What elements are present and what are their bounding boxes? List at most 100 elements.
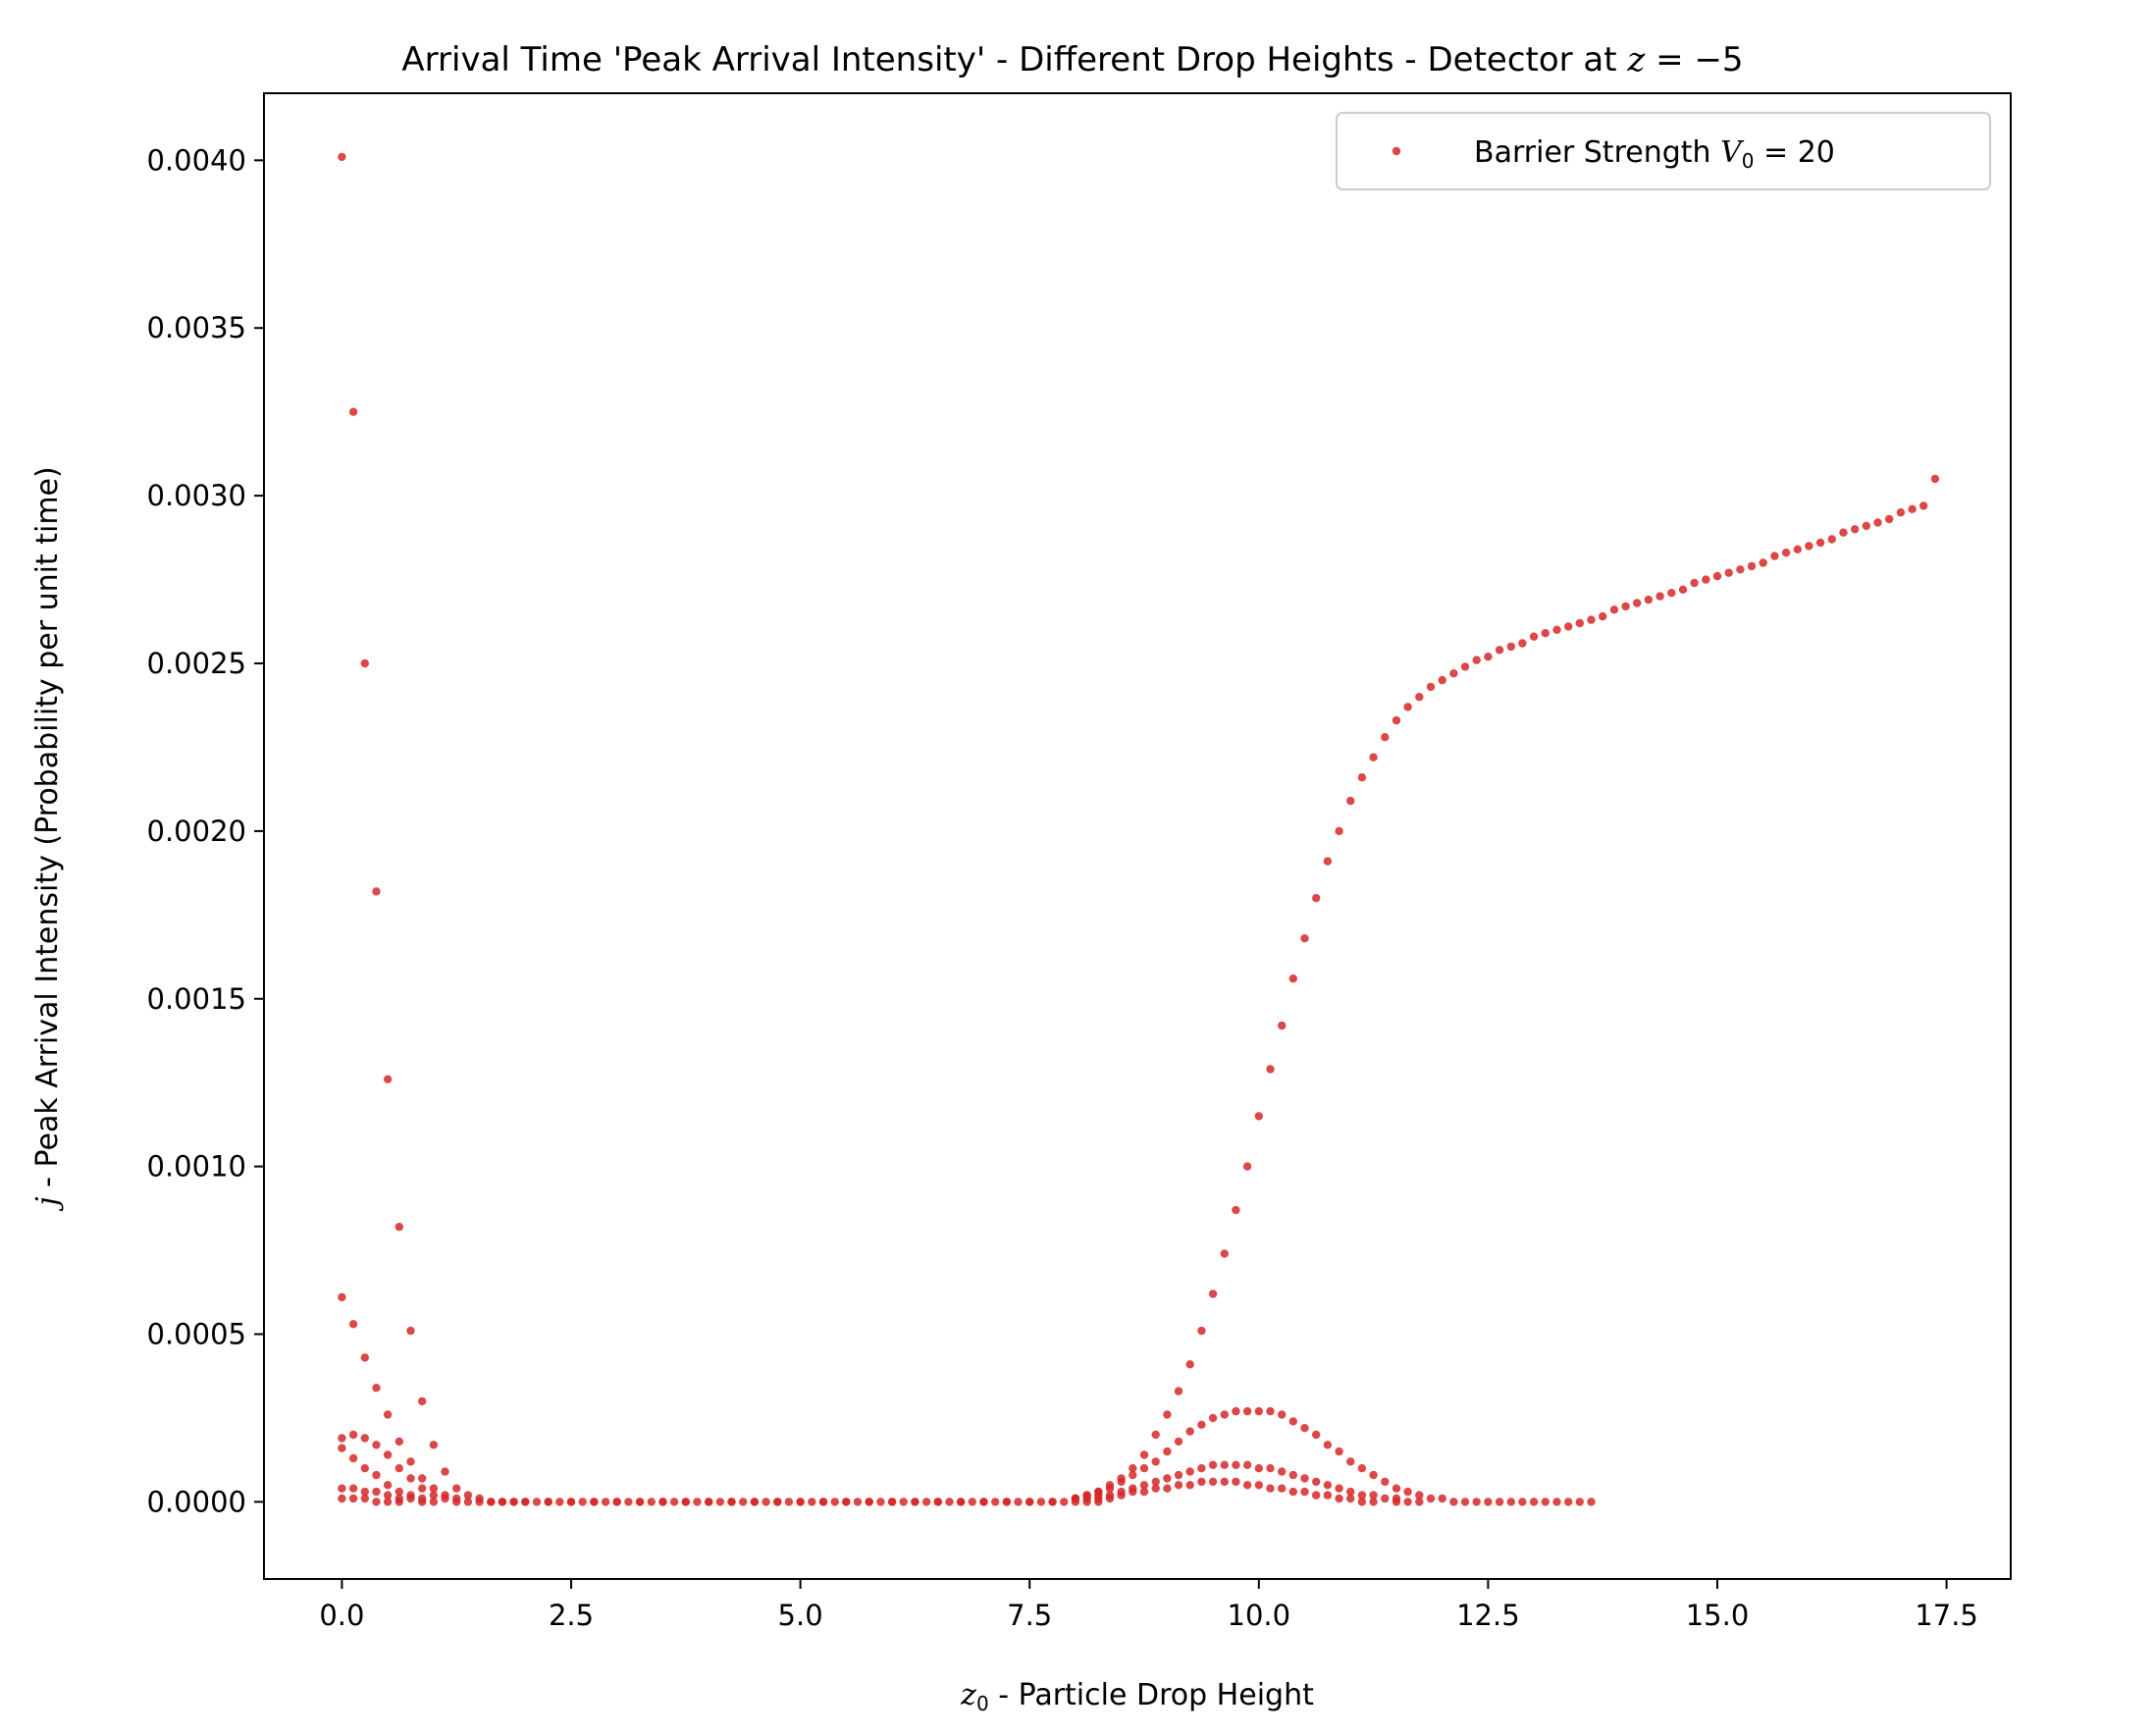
data-point bbox=[1633, 599, 1642, 607]
data-point bbox=[1278, 1021, 1287, 1030]
data-point bbox=[383, 1075, 393, 1084]
data-point bbox=[1460, 1498, 1470, 1506]
data-point bbox=[383, 1481, 393, 1490]
data-point bbox=[1266, 1406, 1275, 1416]
data-point bbox=[1278, 1467, 1287, 1476]
data-point bbox=[1335, 1484, 1343, 1493]
data-point bbox=[1163, 1447, 1172, 1456]
data-point bbox=[1288, 1470, 1298, 1480]
data-point bbox=[1266, 1484, 1275, 1493]
y-tick-label: 0.0025 bbox=[147, 647, 246, 680]
data-point bbox=[1575, 618, 1585, 628]
data-point bbox=[1266, 1464, 1275, 1473]
data-point bbox=[372, 1441, 381, 1449]
data-point bbox=[899, 1498, 908, 1506]
data-point bbox=[338, 1444, 346, 1452]
data-point bbox=[1403, 1498, 1412, 1506]
data-point bbox=[1105, 1484, 1115, 1493]
data-point bbox=[1174, 1481, 1183, 1490]
data-point bbox=[1242, 1460, 1252, 1470]
data-point bbox=[1472, 1498, 1481, 1506]
x-tick-label: 0.0 bbox=[319, 1599, 364, 1632]
data-point bbox=[521, 1498, 530, 1506]
data-point bbox=[1747, 561, 1757, 571]
data-point bbox=[830, 1498, 839, 1506]
data-point bbox=[1529, 632, 1539, 641]
y-tick-label: 0.0040 bbox=[147, 143, 246, 177]
x-axis-ticks: 0.0 2.5 5.0 7.5 10.0 12.5 15.0 17.5 bbox=[319, 1579, 1978, 1632]
data-point bbox=[1139, 1464, 1149, 1473]
data-point bbox=[1759, 558, 1767, 567]
data-point bbox=[705, 1498, 713, 1506]
data-points-layer bbox=[338, 152, 1940, 1506]
data-point bbox=[1621, 602, 1630, 611]
data-point bbox=[360, 1353, 369, 1362]
data-point bbox=[360, 658, 369, 668]
data-point bbox=[1369, 1470, 1378, 1480]
data-point bbox=[1242, 1406, 1252, 1416]
data-point bbox=[348, 1453, 358, 1463]
x-axis-label: z0 - Particle Drop Height bbox=[960, 1678, 1314, 1715]
data-point bbox=[1426, 1494, 1436, 1503]
data-point bbox=[1036, 1498, 1046, 1506]
data-point bbox=[762, 1498, 770, 1506]
data-point bbox=[338, 1292, 346, 1302]
x-axis-label-sub: 0 bbox=[976, 1692, 989, 1715]
data-point bbox=[1885, 514, 1894, 524]
data-point bbox=[1346, 1487, 1355, 1497]
data-point bbox=[1254, 1481, 1264, 1490]
data-point bbox=[796, 1498, 805, 1506]
data-point bbox=[1185, 1467, 1194, 1476]
data-point bbox=[1312, 894, 1321, 903]
data-point bbox=[1518, 639, 1527, 648]
data-point bbox=[876, 1498, 885, 1506]
data-point bbox=[429, 1484, 439, 1493]
data-point bbox=[1862, 521, 1871, 531]
data-point bbox=[1232, 1406, 1240, 1416]
data-point bbox=[1369, 1491, 1378, 1499]
data-point bbox=[1163, 1410, 1172, 1419]
y-axis-ticks: 0.0000 0.0005 0.0010 0.0015 0.0020 0.0025 0.00… bbox=[147, 143, 264, 1518]
data-point bbox=[544, 1498, 552, 1506]
data-point bbox=[1139, 1450, 1149, 1459]
data-point bbox=[406, 1494, 415, 1503]
data-point bbox=[1208, 1413, 1218, 1423]
data-point bbox=[348, 1484, 358, 1493]
data-point bbox=[1438, 675, 1446, 685]
data-point bbox=[1381, 1494, 1390, 1503]
data-point bbox=[601, 1498, 610, 1506]
data-point bbox=[1105, 1494, 1115, 1503]
data-point bbox=[1139, 1487, 1149, 1497]
data-point bbox=[1232, 1477, 1240, 1487]
data-point bbox=[1323, 1491, 1333, 1499]
data-point bbox=[1506, 1498, 1516, 1506]
data-point bbox=[1381, 733, 1390, 742]
data-point bbox=[394, 1487, 403, 1497]
data-point bbox=[1071, 1498, 1080, 1506]
data-point bbox=[1381, 1477, 1390, 1487]
data-point bbox=[1552, 625, 1561, 634]
data-point bbox=[1163, 1484, 1172, 1493]
data-point bbox=[1163, 1474, 1172, 1483]
data-point bbox=[773, 1498, 782, 1506]
x-axis-label-var: z bbox=[960, 1678, 976, 1712]
chart-title-math-var: z bbox=[1626, 40, 1646, 79]
data-point bbox=[394, 1464, 403, 1473]
plot-area-frame bbox=[263, 92, 2012, 1580]
data-point bbox=[1506, 642, 1516, 652]
data-point bbox=[921, 1498, 931, 1506]
data-point bbox=[1254, 1464, 1264, 1473]
data-point bbox=[1587, 615, 1596, 624]
data-point bbox=[383, 1498, 393, 1506]
data-point bbox=[784, 1498, 794, 1506]
data-point bbox=[348, 1320, 358, 1329]
data-point bbox=[1357, 773, 1367, 782]
data-point bbox=[1357, 1491, 1367, 1499]
data-point bbox=[1541, 1498, 1550, 1506]
data-point bbox=[1873, 518, 1882, 527]
data-point bbox=[394, 1498, 403, 1506]
data-point bbox=[372, 1498, 381, 1506]
legend-label-suffix: = 20 bbox=[1754, 135, 1834, 170]
data-point bbox=[590, 1498, 599, 1506]
data-point bbox=[1323, 857, 1333, 866]
